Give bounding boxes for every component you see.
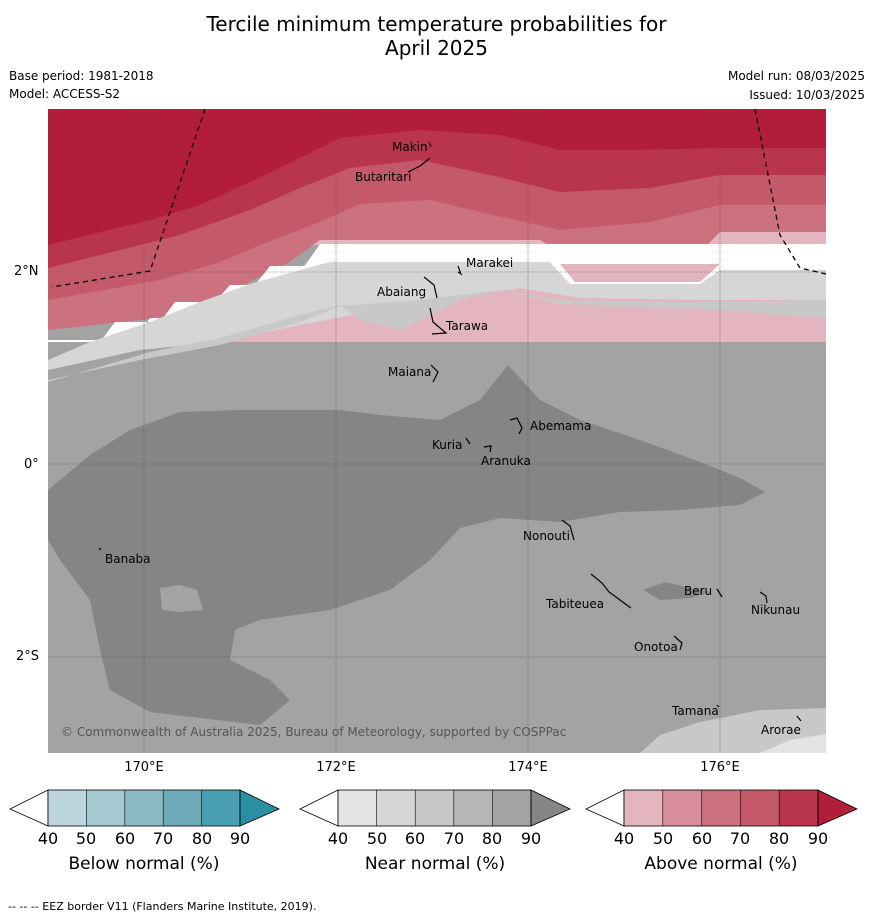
island-outlines	[98, 141, 802, 722]
place-label: Abemama	[530, 419, 592, 433]
title-line1: Tercile minimum temperature probabilitie…	[206, 12, 667, 36]
map-contours	[48, 109, 826, 753]
place-label: Tamana	[672, 704, 719, 718]
cbar-tick: 40	[613, 829, 635, 848]
cbar-below-cell	[163, 790, 202, 826]
place-label: Tarawa	[446, 319, 489, 333]
place-label: Onotoa	[634, 640, 678, 654]
cbar-title-near: Near normal (%)	[364, 854, 506, 874]
cbar-below-cell	[86, 790, 125, 826]
lat-label: 0°	[24, 457, 39, 472]
map-title: Tercile minimum temperature probabilitie…	[0, 12, 873, 60]
lon-label: 176°E	[700, 760, 740, 775]
cbar-near-cell	[415, 790, 454, 826]
model-name: Model: ACCESS-S2	[9, 87, 121, 101]
cbar-tick: 80	[768, 829, 790, 848]
lon-label: 174°E	[508, 760, 548, 775]
cbar-tick: 50	[366, 829, 388, 848]
cbar-title-above: Above normal (%)	[644, 854, 798, 874]
cbar-near-cell	[453, 790, 493, 826]
cbar-near-cell	[338, 790, 377, 826]
cbar-below-cell	[124, 790, 164, 826]
eez-border	[51, 109, 826, 288]
issued-date: Issued: 10/03/2025	[749, 88, 865, 102]
cbar-near-cell	[492, 790, 531, 826]
base-period: Base period: 1981-2018	[9, 69, 154, 83]
cbar-tick: 60	[691, 829, 713, 848]
colorbar-above	[585, 789, 858, 827]
cbar-below-cell	[201, 790, 240, 826]
cbar-tick: 70	[443, 829, 465, 848]
place-label: Kuria	[432, 438, 463, 452]
cbar-above-cell	[701, 790, 741, 826]
cbar-tick: 90	[807, 829, 829, 848]
copyright-notice: © Commonwealth of Australia 2025, Bureau…	[61, 725, 567, 739]
place-label: Tabiteuea	[546, 597, 605, 611]
place-label: Makin	[392, 140, 428, 154]
colorbar-below	[9, 789, 280, 827]
cbar-tick: 90	[229, 829, 251, 848]
title-line2: April 2025	[385, 36, 488, 60]
colorbar-near	[299, 789, 571, 827]
place-label: Beru	[684, 584, 713, 598]
lon-label: 172°E	[316, 760, 356, 775]
model-run: Model run: 08/03/2025	[727, 69, 865, 83]
lat-label: 2°S	[16, 649, 40, 664]
cbar-tick: 50	[652, 829, 674, 848]
place-label: Abaiang	[377, 285, 427, 299]
cbar-tick: 60	[404, 829, 426, 848]
place-label: Butaritari	[355, 170, 412, 184]
cbar-above-cell	[740, 790, 780, 826]
footnote: -- -- -- EEZ border V11 (Flanders Marine…	[8, 900, 317, 913]
cbar-tick: 60	[114, 829, 136, 848]
cbar-below-cell	[48, 790, 87, 826]
lon-label: 170°E	[124, 760, 164, 775]
cbar-tick: 70	[152, 829, 174, 848]
cbar-tick: 70	[729, 829, 751, 848]
place-label: Aranuka	[481, 454, 531, 468]
place-label: Arorae	[761, 723, 801, 737]
cbar-tick: 80	[481, 829, 503, 848]
cbar-tick: 40	[37, 829, 59, 848]
place-label: Banaba	[105, 552, 151, 566]
cbar-near-cell	[376, 790, 416, 826]
place-label: Maiana	[388, 365, 432, 379]
lat-label: 2°N	[14, 264, 39, 279]
place-label: Marakei	[466, 256, 514, 270]
place-label: Nonouti	[523, 529, 570, 543]
cbar-above-cell	[779, 790, 818, 826]
cbar-above-cell	[662, 790, 702, 826]
cbar-tick: 80	[191, 829, 213, 848]
place-label: Nikunau	[751, 603, 801, 617]
cbar-tick: 90	[520, 829, 542, 848]
cbar-title-below: Below normal (%)	[68, 854, 220, 874]
cbar-tick: 50	[75, 829, 97, 848]
cbar-tick: 40	[327, 829, 349, 848]
graticule	[48, 109, 826, 753]
cbar-above-cell	[624, 790, 663, 826]
